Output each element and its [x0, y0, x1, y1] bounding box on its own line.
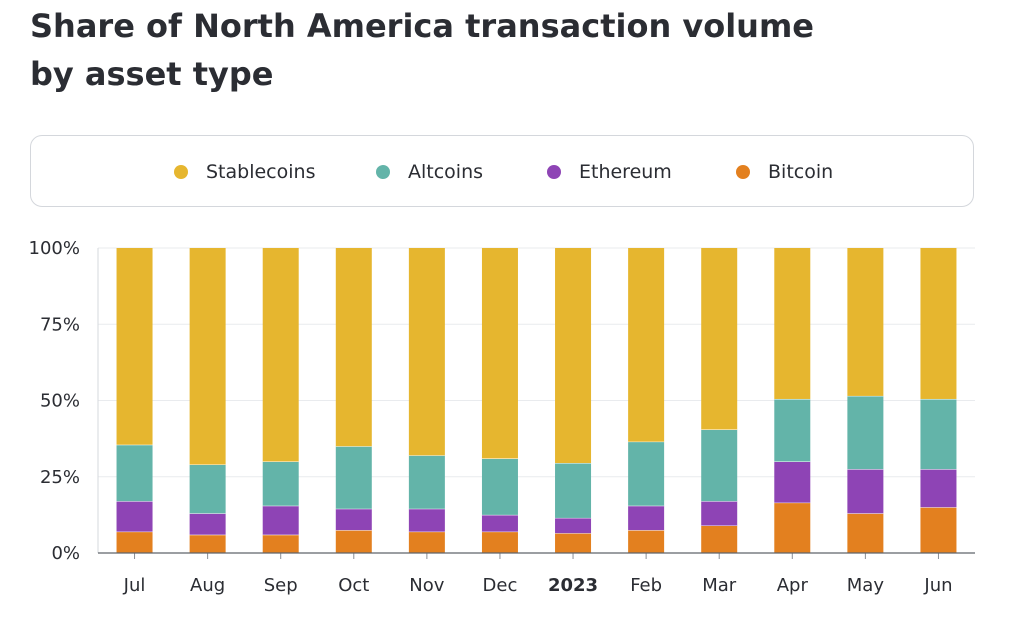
y-tick-label: 0% [51, 543, 80, 564]
chart-title: Share of North America transaction volum… [30, 7, 814, 93]
bar-segment-altcoins[interactable] [555, 463, 592, 518]
legend-label-bitcoin: Bitcoin [768, 161, 834, 183]
bar-segment-bitcoin[interactable] [847, 513, 884, 553]
bar-segment-bitcoin[interactable] [116, 531, 153, 553]
bar-segment-ethereum[interactable] [335, 508, 372, 531]
legend-dot-stablecoins [174, 165, 188, 179]
bar-segment-ethereum[interactable] [116, 501, 153, 532]
legend-label-stablecoins: Stablecoins [206, 161, 316, 183]
bar-segment-altcoins[interactable] [116, 444, 153, 502]
x-tick-label: Apr [777, 575, 809, 596]
legend-item-stablecoins[interactable]: Stablecoins [174, 136, 315, 208]
bar-segment-ethereum[interactable] [628, 505, 665, 531]
bar-segment-stablecoins[interactable] [628, 248, 665, 442]
legend-item-ethereum[interactable]: Ethereum [547, 136, 672, 208]
bar-segment-altcoins[interactable] [335, 446, 372, 509]
bar-segment-ethereum[interactable] [847, 469, 884, 514]
bar-segment-ethereum[interactable] [189, 513, 226, 535]
bar-segment-stablecoins[interactable] [555, 248, 592, 464]
legend-label-ethereum: Ethereum [579, 161, 672, 183]
x-tick-label: Dec [483, 575, 518, 596]
bar-segment-ethereum[interactable] [408, 508, 445, 532]
bar-segment-altcoins[interactable] [189, 464, 226, 514]
bar-segment-altcoins[interactable] [262, 461, 299, 506]
y-tick-label: 75% [40, 314, 80, 335]
bar-segment-altcoins[interactable] [701, 429, 738, 502]
x-tick-label: Sep [264, 575, 298, 596]
bar-segment-bitcoin[interactable] [481, 531, 518, 553]
bar-segment-ethereum[interactable] [481, 514, 518, 532]
bar-segment-ethereum[interactable] [701, 501, 738, 526]
y-tick-label: 100% [29, 238, 80, 259]
bar-segment-bitcoin[interactable] [408, 531, 445, 553]
chart-legend: Stablecoins Altcoins Ethereum Bitcoin [30, 135, 974, 207]
bar-segment-ethereum[interactable] [555, 517, 592, 534]
bar-segment-altcoins[interactable] [847, 395, 884, 470]
legend-dot-altcoins [376, 165, 390, 179]
bar-segment-stablecoins[interactable] [481, 248, 518, 459]
x-tick-label: Mar [702, 575, 737, 596]
x-tick-label: Aug [190, 575, 225, 596]
bar-segment-bitcoin[interactable] [189, 534, 226, 553]
bar-segment-ethereum[interactable] [262, 505, 299, 535]
bar-segment-altcoins[interactable] [628, 441, 665, 506]
bar-segment-bitcoin[interactable] [262, 534, 299, 553]
x-tick-label: Nov [409, 575, 444, 596]
bar-segment-stablecoins[interactable] [920, 248, 957, 399]
x-tick-label: 2023 [548, 575, 598, 596]
bar-segment-stablecoins[interactable] [847, 248, 884, 396]
bar-segment-bitcoin[interactable] [701, 525, 738, 553]
legend-item-bitcoin[interactable]: Bitcoin [736, 136, 833, 208]
bar-segment-stablecoins[interactable] [116, 248, 153, 445]
y-tick-label: 50% [40, 391, 80, 412]
legend-dot-bitcoin [736, 165, 750, 179]
bar-segment-ethereum[interactable] [774, 461, 811, 503]
legend-dot-ethereum [547, 165, 561, 179]
bar-segment-altcoins[interactable] [481, 458, 518, 515]
bar-segment-bitcoin[interactable] [335, 530, 372, 553]
bar-segment-bitcoin[interactable] [628, 530, 665, 553]
bar-segment-altcoins[interactable] [774, 398, 811, 462]
bar-segment-altcoins[interactable] [408, 455, 445, 509]
bar-segment-bitcoin[interactable] [774, 502, 811, 553]
x-tick-label: Oct [338, 575, 369, 596]
bar-segment-stablecoins[interactable] [335, 248, 372, 447]
legend-item-altcoins[interactable]: Altcoins [376, 136, 483, 208]
x-tick-label: May [847, 575, 885, 596]
y-tick-label: 25% [40, 467, 80, 488]
bar-segment-altcoins[interactable] [920, 398, 957, 470]
bar-segment-ethereum[interactable] [920, 469, 957, 508]
bar-segment-bitcoin[interactable] [920, 507, 957, 553]
bar-segment-bitcoin[interactable] [555, 533, 592, 553]
bar-segment-stablecoins[interactable] [701, 248, 738, 430]
bar-segment-stablecoins[interactable] [408, 248, 445, 456]
bar-segment-stablecoins[interactable] [189, 248, 226, 465]
x-tick-label: Feb [630, 575, 662, 596]
x-tick-label: Jun [923, 575, 952, 596]
bar-segment-stablecoins[interactable] [262, 248, 299, 462]
bar-segment-stablecoins[interactable] [774, 248, 811, 399]
legend-label-altcoins: Altcoins [408, 161, 484, 183]
x-tick-label: Jul [123, 575, 146, 596]
